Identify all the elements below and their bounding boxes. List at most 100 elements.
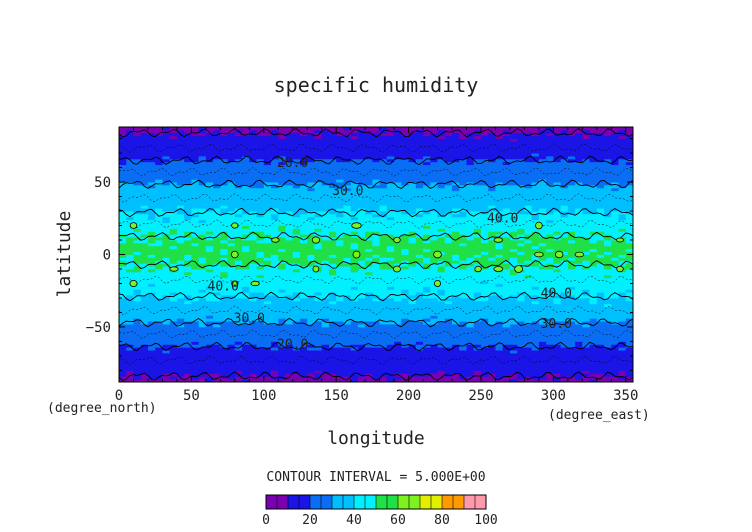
field-cell [350,277,359,281]
field-cell [560,341,569,345]
field-cell [625,277,634,281]
field-cell [372,297,381,302]
field-cell [408,187,417,192]
field-cell [213,315,221,319]
field-cell [321,373,330,377]
field-cell [372,254,381,258]
field-cell [285,211,294,215]
field-cell [350,338,359,342]
field-cell [285,355,294,360]
field-cell [119,240,127,244]
field-cell [365,242,373,247]
field-cell [459,277,467,281]
field-cell [452,335,460,339]
field-cell [198,280,207,284]
field-cell [263,245,272,250]
field-cell [263,358,272,363]
field-cell [126,364,134,368]
field-cell [423,347,431,351]
field-cell [452,240,460,244]
field-cell [444,341,453,345]
field-cell [169,292,178,296]
field-cell [343,266,352,270]
field-cell [408,190,417,195]
field-cell [524,283,533,287]
field-cell [155,297,163,302]
field-cell [415,187,424,192]
field-cell [452,289,460,293]
field-cell [459,254,467,258]
field-cell [509,257,518,261]
field-cell [524,329,533,334]
field-cell [596,216,605,221]
field-cell [372,335,381,339]
field-cell [582,231,590,235]
field-cell [256,329,265,334]
field-cell [582,274,590,279]
field-cell [401,379,409,383]
field-cell [596,295,605,299]
field-cell [423,306,431,310]
field-cell [147,367,156,371]
field-cell [488,251,496,255]
field-cell [604,303,612,308]
field-cell [336,353,344,357]
field-cell [343,182,352,186]
field-cell [567,193,576,197]
field-cell [625,286,634,290]
field-cell [307,222,315,226]
field-cell [263,225,272,229]
field-cell [408,358,417,363]
field-cell [437,309,446,313]
field-cell [176,283,185,287]
field-cell [299,199,308,203]
field-cell [234,315,243,319]
field-cell [575,324,583,328]
field-cell [502,193,511,197]
field-cell [517,271,525,276]
field-cell [430,318,438,322]
field-cell [401,332,409,337]
field-cell [343,254,352,258]
field-cell [538,303,547,308]
field-cell [502,266,511,270]
field-cell [147,179,156,183]
field-cell [176,251,185,255]
field-cell [350,280,359,284]
field-cell [336,341,344,345]
field-cell [582,260,590,264]
field-cell [147,277,156,281]
field-cell [365,367,373,371]
field-cell [205,280,214,284]
field-cell [321,309,330,313]
field-cell [314,277,323,281]
field-cell [191,242,200,247]
field-cell [249,237,257,241]
field-cell [372,234,381,238]
field-cell [582,347,590,351]
field-cell [162,216,171,221]
field-cell [242,280,250,284]
field-cell [169,297,178,302]
field-cell [220,332,228,337]
field-cell [357,297,366,302]
field-cell [604,326,612,331]
field-cell [184,182,192,186]
field-cell [365,182,373,186]
field-cell [263,370,272,374]
field-cell [126,248,134,252]
field-cell [502,205,511,209]
field-cell [386,222,395,226]
field-cell [321,367,330,371]
field-cell [524,234,533,238]
field-cell [155,300,163,305]
field-cell [162,315,171,319]
field-cell [604,190,612,195]
field-cell [473,251,482,255]
field-cell [386,202,395,206]
field-cell [343,240,352,244]
field-cell [176,274,185,279]
field-cell [162,364,171,368]
field-cell [278,326,286,331]
field-cell [372,280,381,284]
